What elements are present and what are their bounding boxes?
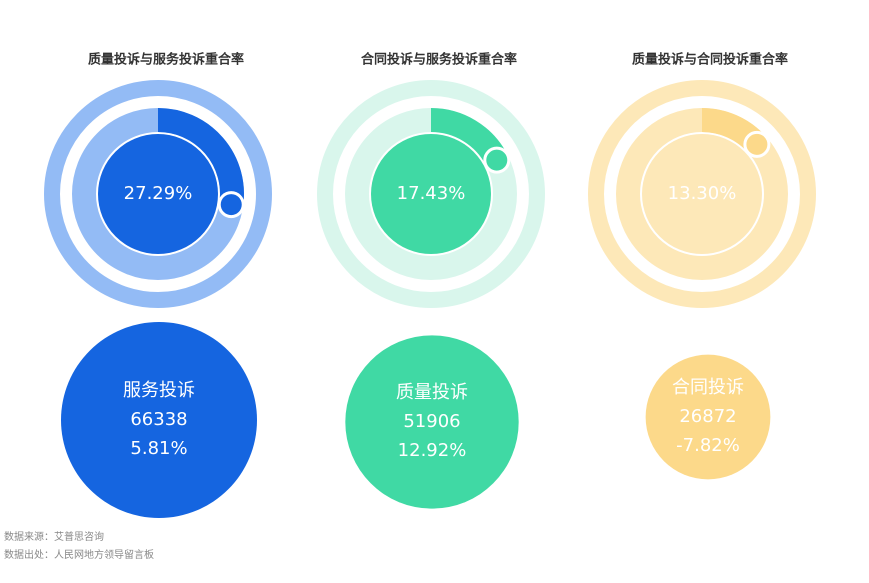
footer-source: 数据来源：艾普思咨询	[4, 530, 104, 543]
bubble-value: 66338	[130, 409, 187, 430]
bubble-change: 12.92%	[398, 440, 467, 461]
outer-ring	[317, 80, 545, 308]
bubble	[345, 335, 519, 509]
progress-handle	[483, 146, 511, 174]
progress-arc	[157, 108, 244, 207]
bubble-name: 合同投诉	[672, 377, 744, 398]
bubble-change: -7.82%	[676, 435, 740, 456]
gauge-title: 质量投诉与合同投诉重合率	[632, 52, 788, 68]
gauge-value: 17.43%	[397, 183, 466, 204]
bubble-name: 质量投诉	[396, 382, 468, 403]
bubble-name: 服务投诉	[123, 380, 195, 401]
outer-ring	[588, 80, 816, 308]
outer-ring	[44, 80, 272, 308]
gauge-center	[98, 134, 218, 254]
gauge-value: 27.29%	[124, 183, 193, 204]
footer-origin: 数据出处：人民网地方领导留言板	[4, 548, 154, 561]
progress-handle	[217, 191, 245, 219]
bubble	[61, 322, 257, 518]
bubble-value: 51906	[403, 411, 460, 432]
gauge-title: 合同投诉与服务投诉重合率	[361, 52, 517, 68]
progress-handle	[743, 130, 771, 158]
gauge-center	[371, 134, 491, 254]
gauge-title: 质量投诉与服务投诉重合率	[88, 52, 244, 68]
bubble-value: 26872	[679, 406, 736, 427]
gauge-value: 13.30%	[668, 183, 737, 204]
bubble-change: 5.81%	[130, 438, 187, 459]
bubble	[645, 354, 771, 480]
gauge-center	[642, 134, 762, 254]
